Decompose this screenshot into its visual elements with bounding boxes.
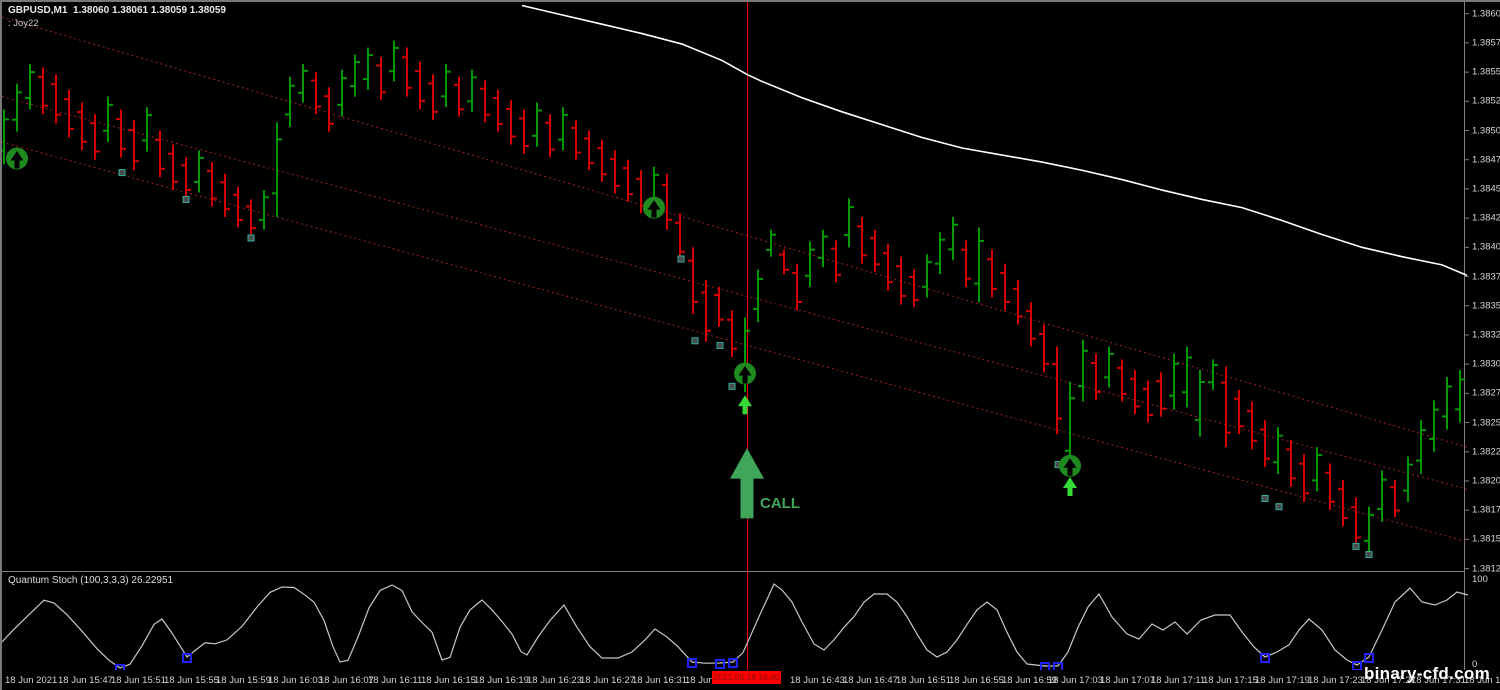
- time-axis-label: 18 Jun 16:23: [527, 675, 582, 686]
- time-axis-label: 18 Jun 16:07: [319, 675, 374, 686]
- time-axis-label: 18 Jun 16:15: [421, 675, 476, 686]
- time-axis-label: 18 Jun 17:15: [1203, 675, 1258, 686]
- price-axis-label: 1.38225: [1472, 446, 1500, 458]
- up-arrow-icon: [738, 365, 752, 384]
- lime-up-arrow-icon: [738, 395, 752, 415]
- time-axis-label: 18 Jun 16: [685, 675, 727, 686]
- time-axis-label: 18 Jun 16:47: [843, 675, 898, 686]
- fractal-square-marker: [118, 169, 126, 177]
- fractal-square-marker: [182, 195, 190, 203]
- signal-time-highlight: 2021.06.18 16:40: [712, 671, 781, 684]
- price-axis-label: 1.38525: [1472, 95, 1500, 107]
- fractal-square-marker: [677, 255, 685, 263]
- moving-average-line: [521, 4, 1468, 277]
- fractal-square-marker: [1261, 494, 1269, 502]
- price-axis-label: 1.38375: [1472, 271, 1500, 283]
- time-axis-label: 18 Jun 2021: [5, 675, 58, 686]
- price-axis-label: 1.38150: [1472, 533, 1500, 545]
- stoch-low-marker: [1364, 653, 1374, 664]
- time-axis-label: 18 Jun 16:51: [896, 675, 951, 686]
- up-arrow-icon: [647, 200, 661, 218]
- price-axis-label: 1.38600: [1472, 8, 1500, 20]
- symbol-quote-line: GBPUSD,M1 1.38060 1.38061 1.38059 1.3805…: [8, 5, 226, 16]
- symbol-label: GBPUSD,M1: [8, 5, 68, 16]
- price-axis-label: 1.38325: [1472, 329, 1500, 341]
- time-axis-label: 18 Jun 16:59: [1002, 675, 1057, 686]
- time-axis-label: 18 Jun 17:23: [1308, 675, 1363, 686]
- time-axis-label: 18 Jun 15:55: [164, 675, 219, 686]
- quote-values: 1.38060 1.38061 1.38059 1.38059: [73, 5, 226, 16]
- call-arrow-icon: [730, 448, 764, 519]
- price-axis-label: 1.38250: [1472, 417, 1500, 429]
- price-axis[interactable]: 1.38600 1.38575 1.38550 1.38525 1.38500 1.384…: [1472, 2, 1500, 670]
- time-axis-label: 18 Jun 15:47: [58, 675, 113, 686]
- fractal-square-marker: [728, 382, 736, 390]
- time-axis[interactable]: 2021.06.18 16:40 18 Jun 2021 18 Jun 15:47…: [2, 670, 1500, 690]
- price-axis-label: 1.38350: [1472, 300, 1500, 312]
- price-axis-label: 1.38450: [1472, 183, 1500, 195]
- stoch-low-marker: [1260, 653, 1270, 664]
- overlay-indicator-name: : Joy22: [8, 18, 39, 29]
- watermark-text: binary-cfd.com: [1363, 664, 1490, 683]
- time-axis-label: 18 Jun 16:31: [632, 675, 687, 686]
- fractal-square-marker: [1352, 542, 1360, 550]
- fractal-square-marker: [1365, 551, 1373, 559]
- price-axis-label: 1.38300: [1472, 358, 1500, 370]
- time-axis-label: 18 Jun 16:11: [368, 675, 423, 686]
- stoch-line: [2, 583, 1469, 669]
- price-axis-label: 1.38200: [1472, 475, 1500, 487]
- time-axis-label: 18 Jun 16:03: [268, 675, 323, 686]
- up-arrow-icon: [1063, 458, 1077, 476]
- time-axis-label: 18 Jun 15:59: [216, 675, 271, 686]
- envelope-dotted-line: [2, 16, 1468, 448]
- up-arrow-icon: [10, 151, 24, 169]
- time-axis-label: 18 Jun 16:43: [790, 675, 845, 686]
- stoch-scale-min: 0: [1472, 659, 1478, 670]
- envelope-dotted-line: [2, 96, 1468, 490]
- price-axis-label: 1.38400: [1472, 241, 1500, 253]
- stoch-low-marker: [715, 659, 725, 670]
- time-axis-label: 18 Jun 17:03: [1048, 675, 1103, 686]
- time-axis-label: 18 Jun 17:07: [1100, 675, 1155, 686]
- time-axis-label: 18 Jun 16:55: [949, 675, 1004, 686]
- time-axis-label: 18 Jun 15:51: [111, 675, 166, 686]
- envelope-dotted-line: [2, 141, 1468, 543]
- time-axis-label: 18 Jun 17:31: [1411, 675, 1466, 686]
- time-axis-label: 18 Jun 17:3: [1464, 675, 1500, 686]
- time-axis-label: 18 Jun 17:11: [1151, 675, 1206, 686]
- time-axis-label: 18 Jun 16:27: [580, 675, 635, 686]
- price-axis-label: 1.38575: [1472, 37, 1500, 49]
- price-axis-label: 1.38425: [1472, 212, 1500, 224]
- stoch-low-marker: [1352, 660, 1362, 671]
- stoch-low-marker: [182, 653, 192, 664]
- call-signal-label: CALL: [760, 495, 800, 512]
- price-axis-label: 1.38550: [1472, 66, 1500, 78]
- price-axis-label: 1.38125: [1472, 563, 1500, 575]
- stoch-low-marker: [728, 658, 738, 669]
- time-axis-label: 18 Jun 17:27: [1361, 675, 1416, 686]
- price-axis-label: 1.38175: [1472, 504, 1500, 516]
- time-axis-label: 18 Jun 17:19: [1255, 675, 1310, 686]
- price-axis-label: 1.38275: [1472, 387, 1500, 399]
- fractal-square-marker: [1275, 503, 1283, 511]
- stoch-indicator-label: Quantum Stoch (100,3,3,3) 26.22951: [8, 575, 174, 586]
- fractal-square-marker: [716, 341, 724, 349]
- lime-up-arrow-icon: [1063, 476, 1077, 496]
- price-axis-label: 1.38500: [1472, 125, 1500, 136]
- time-axis-label: 18 Jun 16:19: [474, 675, 529, 686]
- fractal-square-marker: [247, 234, 255, 242]
- price-axis-label: 1.38475: [1472, 154, 1500, 166]
- fractal-square-marker: [691, 337, 699, 345]
- stoch-scale-max: 100: [1472, 574, 1488, 585]
- stoch-low-marker: [687, 658, 697, 669]
